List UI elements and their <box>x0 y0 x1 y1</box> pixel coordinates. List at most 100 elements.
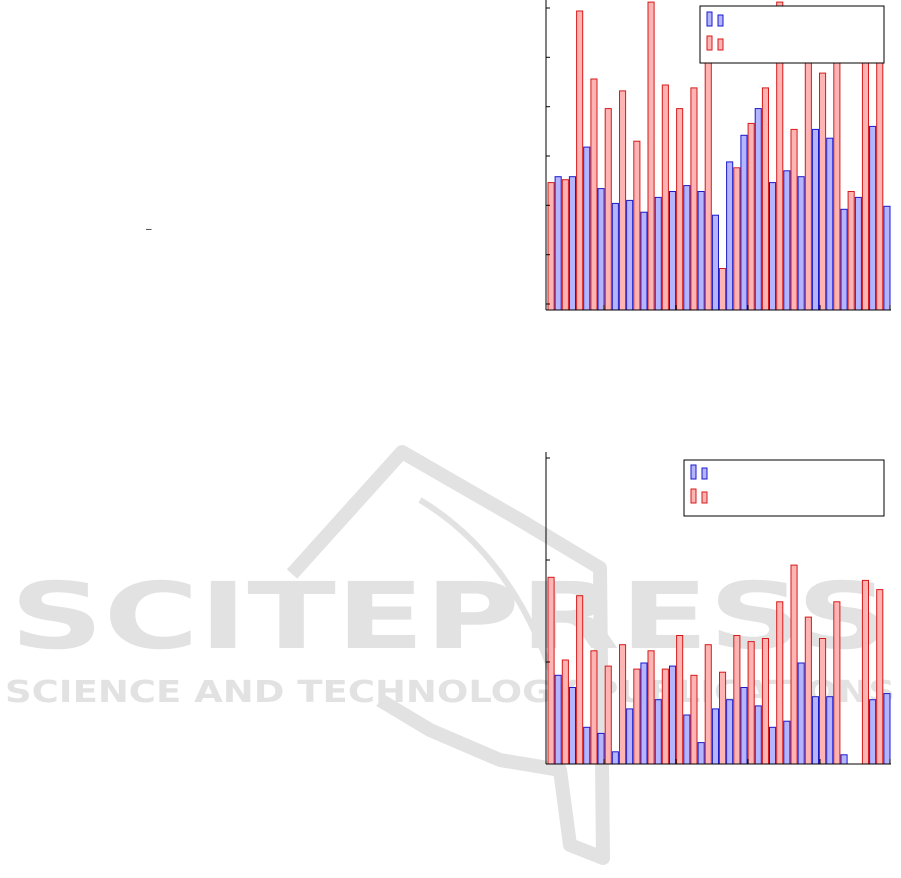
chart-1-bar-blue-13 <box>740 687 748 765</box>
chart-1-bar-red-3 <box>590 650 598 765</box>
chart-top-legend-box <box>699 5 885 64</box>
chart-0-bar-red-4 <box>604 108 612 311</box>
chart-1-bar-blue-5 <box>626 708 634 765</box>
chart-1-bar-red-14 <box>747 641 755 765</box>
chart-top-legend <box>699 5 885 64</box>
chart-bottom-legend-swatch-blue-1 <box>690 464 697 480</box>
watermark-title: SCITEPRESS <box>10 563 890 670</box>
chart-0-bar-blue-8 <box>669 191 677 311</box>
chart-0-bar-red-21 <box>847 191 855 311</box>
chart-1-bar-blue-1 <box>568 687 577 765</box>
chart-0-bar-blue-2 <box>583 146 591 311</box>
chart-0-bar-red-0 <box>547 182 555 311</box>
chart-0-bar-red-17 <box>790 128 798 311</box>
chart-1-bar-blue-3 <box>597 732 605 765</box>
chart-0-bar-blue-4 <box>611 202 619 311</box>
chart-1-bar-blue-7 <box>654 699 662 765</box>
chart-1-bar-red-0 <box>547 576 555 765</box>
chart-1-bar-red-6 <box>633 668 641 765</box>
chart-1-bar-blue-12 <box>726 699 734 765</box>
chart-0-bar-red-10 <box>690 87 698 311</box>
chart-0-bar-red-5 <box>619 90 627 311</box>
chart-0-bar-blue-1 <box>568 176 577 311</box>
chart-1-bar-red-1 <box>561 659 569 765</box>
chart-1-bar-red-18 <box>804 616 812 765</box>
watermark: SCITEPRESS SCIENCE AND TECHNOLOGY PUBLIC… <box>5 445 895 865</box>
chart-0-bar-blue-7 <box>654 196 662 311</box>
chart-0-bar-red-15 <box>761 87 770 311</box>
chart-0-bar-blue-3 <box>597 188 605 311</box>
chart-top-legend-swatch-red-2 <box>717 38 724 51</box>
chart-1-bar-red-17 <box>790 564 798 765</box>
chart-0-bar-blue-12 <box>726 161 734 311</box>
chart-0-bar-blue-11 <box>711 214 720 311</box>
chart-1-bar-blue-10 <box>697 742 705 765</box>
chart-1-bar-blue-17 <box>797 662 805 765</box>
chart-0-bar-red-2 <box>576 10 584 311</box>
chart-top <box>545 0 891 311</box>
chart-1-bar-red-13 <box>733 635 741 765</box>
chart-top-legend-swatch-blue-1 <box>706 11 713 27</box>
chart-0-bar-red-12 <box>719 268 727 311</box>
chart-1-bar-red-16 <box>776 601 784 765</box>
chart-top-legend-swatch-red-1 <box>706 35 713 51</box>
chart-1-bar-red-11 <box>704 644 712 765</box>
chart-0-bar-blue-0 <box>554 176 562 311</box>
chart-bottom-legend <box>683 459 885 517</box>
chart-1-bar-red-8 <box>661 668 669 765</box>
chart-0-bar-blue-18 <box>811 128 820 311</box>
chart-bottom-legend-swatch-red-1 <box>690 488 697 504</box>
chart-1-bar-red-4 <box>604 665 612 765</box>
chart-1-bar-blue-0 <box>554 674 562 765</box>
chart-0-bar-blue-13 <box>740 134 748 311</box>
chart-0-bar-red-19 <box>819 72 827 311</box>
chart-bottom-legend-swatch-red-2 <box>701 491 708 504</box>
chart-0-bar-blue-15 <box>769 182 777 311</box>
chart-bottom-axes <box>545 452 891 765</box>
chart-0-bar-red-7 <box>647 1 655 311</box>
chart-0-bar-blue-14 <box>754 108 762 311</box>
chart-0-bar-blue-23 <box>883 205 891 311</box>
chart-top-axes <box>545 0 891 311</box>
chart-top-legend-swatch-blue-2 <box>717 14 724 27</box>
chart-0-bar-red-13 <box>733 167 741 311</box>
chart-0-bar-blue-22 <box>869 125 877 311</box>
chart-1-bar-blue-14 <box>754 705 762 765</box>
chart-1-bar-red-10 <box>690 674 698 765</box>
chart-1-bar-blue-4 <box>611 751 619 765</box>
chart-bottom <box>545 452 891 765</box>
chart-1-bar-red-23 <box>876 589 884 765</box>
chart-1-bar-red-9 <box>676 635 684 765</box>
chart-bottom-legend-box <box>683 459 885 517</box>
chart-0-bar-red-9 <box>676 108 684 311</box>
chart-0-bar-blue-16 <box>783 170 791 311</box>
chart-0-bar-blue-10 <box>697 191 705 311</box>
chart-1-bar-blue-19 <box>826 696 834 765</box>
chart-0-bar-blue-20 <box>840 208 848 311</box>
chart-1-bar-blue-11 <box>711 708 720 765</box>
chart-0-bar-red-8 <box>661 84 669 311</box>
chart-0-bar-blue-6 <box>640 211 648 311</box>
chart-1-bar-blue-16 <box>783 720 791 765</box>
chart-0-bar-blue-5 <box>626 199 634 311</box>
chart-1-bar-blue-15 <box>769 726 777 765</box>
chart-bottom-legend-swatch-blue-2 <box>701 467 708 480</box>
chart-1-bar-red-15 <box>761 638 770 765</box>
chart-1-bar-red-7 <box>647 650 655 765</box>
watermark-subtitle: SCIENCE AND TECHNOLOGY PUBLICATIONS <box>5 675 895 710</box>
chart-1-bar-red-2 <box>576 595 584 765</box>
chart-1-bar-blue-9 <box>683 714 691 765</box>
stray-dash-mark: – <box>146 224 152 235</box>
chart-0-bar-red-14 <box>747 122 755 311</box>
chart-1-bar-red-5 <box>619 644 627 765</box>
chart-1-bar-red-22 <box>861 579 870 765</box>
watermark-book-icon <box>286 445 610 865</box>
chart-0-bar-blue-17 <box>797 176 805 311</box>
chart-0-bar-red-6 <box>633 140 641 311</box>
chart-0-bar-red-3 <box>590 78 598 311</box>
chart-0-bar-blue-9 <box>683 185 691 311</box>
chart-1-bar-blue-20 <box>840 754 848 765</box>
chart-1-bar-blue-8 <box>669 665 677 765</box>
chart-1-bar-blue-6 <box>640 662 648 765</box>
chart-0-bar-blue-19 <box>826 137 834 311</box>
